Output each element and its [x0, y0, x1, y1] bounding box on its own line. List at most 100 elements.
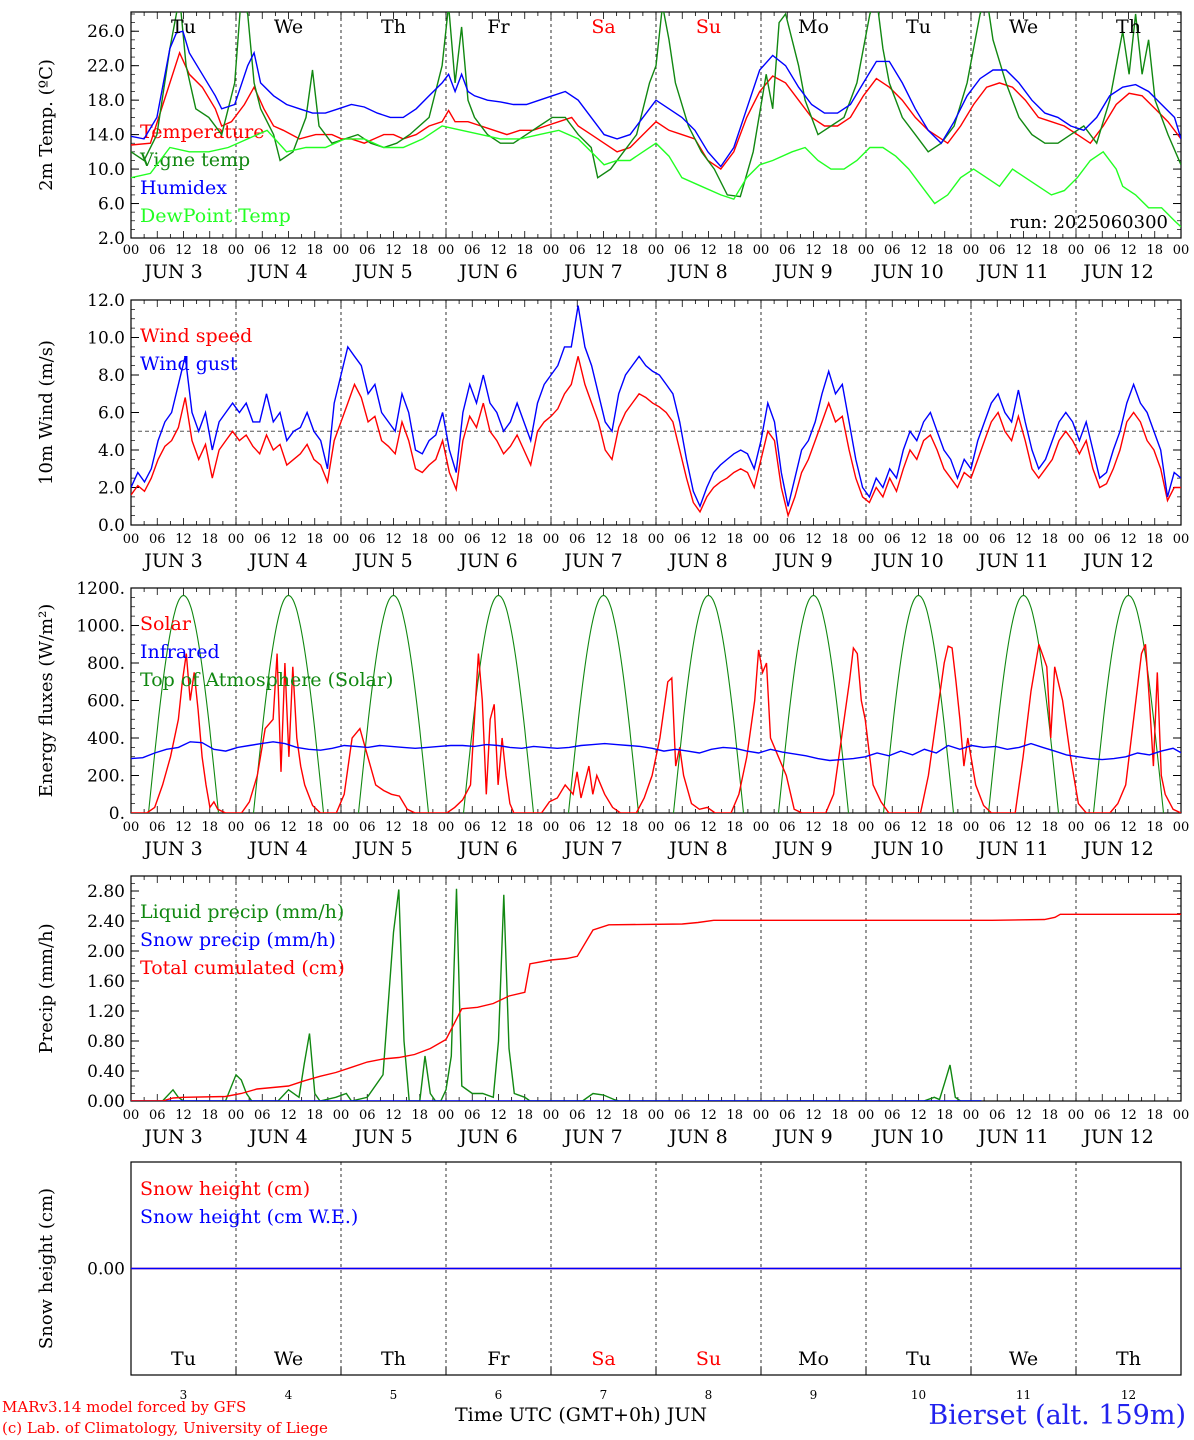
y-tick-label: 18.0 [87, 91, 125, 111]
hour-tick-label: 06 [674, 820, 691, 835]
date-label: JUN 10 [871, 838, 943, 860]
date-label: JUN 3 [142, 1126, 202, 1148]
series-line-liquid-precip-mm-h- [131, 888, 982, 1101]
hour-tick-label: 18 [621, 820, 638, 835]
hour-tick-label: 18 [1146, 820, 1163, 835]
hour-tick-label: 12 [910, 532, 927, 547]
date-label: JUN 5 [352, 838, 412, 860]
hour-tick-label: 18 [621, 532, 638, 547]
hour-tick-label: 12 [1015, 1108, 1032, 1123]
hour-tick-label: 12 [385, 532, 402, 547]
day-of-week-label: Su [696, 16, 721, 38]
legend-entry: Wind speed [140, 325, 252, 347]
hour-tick-label: 06 [254, 532, 271, 547]
date-label: JUN 12 [1081, 261, 1153, 283]
hour-tick-label: 00 [228, 1108, 245, 1123]
day-of-week-label: Tu [171, 1348, 196, 1370]
series-line-infrared [131, 741, 1181, 762]
hour-tick-label: 12 [490, 820, 507, 835]
hour-tick-label: 12 [1015, 243, 1032, 258]
date-label: JUN 8 [667, 838, 727, 860]
hour-tick-label: 00 [753, 1108, 770, 1123]
date-label: JUN 5 [352, 1126, 412, 1148]
hour-tick-label: 12 [595, 532, 612, 547]
hour-tick-label: 00 [123, 532, 140, 547]
date-label: JUN 8 [667, 550, 727, 572]
series-line-temperature [131, 50, 1181, 171]
hour-tick-label: 00 [123, 820, 140, 835]
day-of-week-label: Su [696, 1348, 721, 1370]
legend-entry: Top of Atmosphere (Solar) [140, 669, 393, 691]
day-of-week-label: Mo [798, 1348, 829, 1370]
series-line-wind-speed [131, 356, 1181, 519]
hour-tick-label: 18 [516, 1108, 533, 1123]
hour-tick-label: 06 [779, 820, 796, 835]
hour-tick-label: 00 [648, 243, 665, 258]
day-of-week-label: Mo [798, 16, 829, 38]
hour-tick-label: 18 [411, 532, 428, 547]
y-tick-label: 1200. [76, 579, 125, 599]
hour-tick-label: 06 [779, 243, 796, 258]
hour-tick-label: 18 [936, 820, 953, 835]
hour-tick-label: 00 [123, 1108, 140, 1123]
hour-tick-label: 12 [595, 243, 612, 258]
hour-tick-label: 06 [464, 1108, 481, 1123]
y-axis-label: 2m Temp. (ºC) [36, 59, 57, 191]
hour-tick-label: 00 [963, 243, 980, 258]
y-tick-label: 22.0 [87, 57, 125, 77]
hour-tick-label: 12 [175, 532, 192, 547]
hour-tick-label: 00 [333, 532, 350, 547]
hour-tick-label: 12 [490, 1108, 507, 1123]
hour-tick-label: 06 [1094, 820, 1111, 835]
hour-tick-label: 00 [1173, 820, 1190, 835]
hour-tick-label: 18 [726, 820, 743, 835]
hour-tick-label: 06 [884, 532, 901, 547]
day-of-week-label: Fr [487, 1348, 510, 1370]
y-tick-label: 0.40 [87, 1062, 125, 1082]
hour-tick-label: 18 [621, 1108, 638, 1123]
date-label: JUN 6 [457, 838, 517, 860]
y-tick-label: 200. [87, 767, 125, 787]
series-line-toa [672, 594, 745, 814]
hour-tick-label: 06 [359, 243, 376, 258]
hour-tick-label: 06 [359, 1108, 376, 1123]
hour-tick-label: 00 [543, 1108, 560, 1123]
hour-tick-label: 00 [123, 243, 140, 258]
y-tick-label: 0.00 [87, 1092, 125, 1112]
hour-tick-label: 12 [175, 820, 192, 835]
date-label: JUN 3 [142, 261, 202, 283]
day-of-week-label: Tu [171, 16, 196, 38]
date-label: JUN 11 [976, 550, 1048, 572]
date-label: JUN 12 [1081, 1126, 1153, 1148]
date-label: JUN 11 [976, 1126, 1048, 1148]
day-of-week-label: We [274, 1348, 303, 1370]
series-line-solar [131, 644, 1181, 813]
hour-tick-label: 18 [936, 1108, 953, 1123]
y-axis-label: Precip (mm/h) [36, 923, 57, 1053]
y-tick-label: 8.0 [98, 366, 125, 386]
hour-tick-label: 00 [858, 820, 875, 835]
hour-tick-label: 06 [989, 532, 1006, 547]
hour-tick-label: 18 [726, 1108, 743, 1123]
day-of-week-label: Th [1116, 1348, 1141, 1370]
hour-tick-label: 00 [228, 532, 245, 547]
legend-entry: Temperature [140, 121, 264, 143]
hour-tick-label: 00 [1068, 532, 1085, 547]
date-label: JUN 8 [667, 261, 727, 283]
series-line-total-cumulated-cm- [131, 913, 1181, 1101]
hour-tick-label: 18 [1041, 1108, 1058, 1123]
hour-tick-label: 06 [989, 1108, 1006, 1123]
hour-tick-label: 00 [543, 243, 560, 258]
series-line-toa [147, 594, 220, 814]
hour-tick-label: 18 [201, 532, 218, 547]
hour-tick-label: 18 [306, 532, 323, 547]
hour-tick-label: 00 [858, 532, 875, 547]
hour-tick-label: 06 [674, 243, 691, 258]
legend-entry: Humidex [140, 177, 227, 199]
y-tick-label: 2.00 [87, 942, 125, 962]
series-line-toa [882, 594, 955, 814]
hour-tick-label: 00 [858, 243, 875, 258]
day-of-week-label: We [1009, 16, 1038, 38]
date-label: JUN 12 [1081, 550, 1153, 572]
